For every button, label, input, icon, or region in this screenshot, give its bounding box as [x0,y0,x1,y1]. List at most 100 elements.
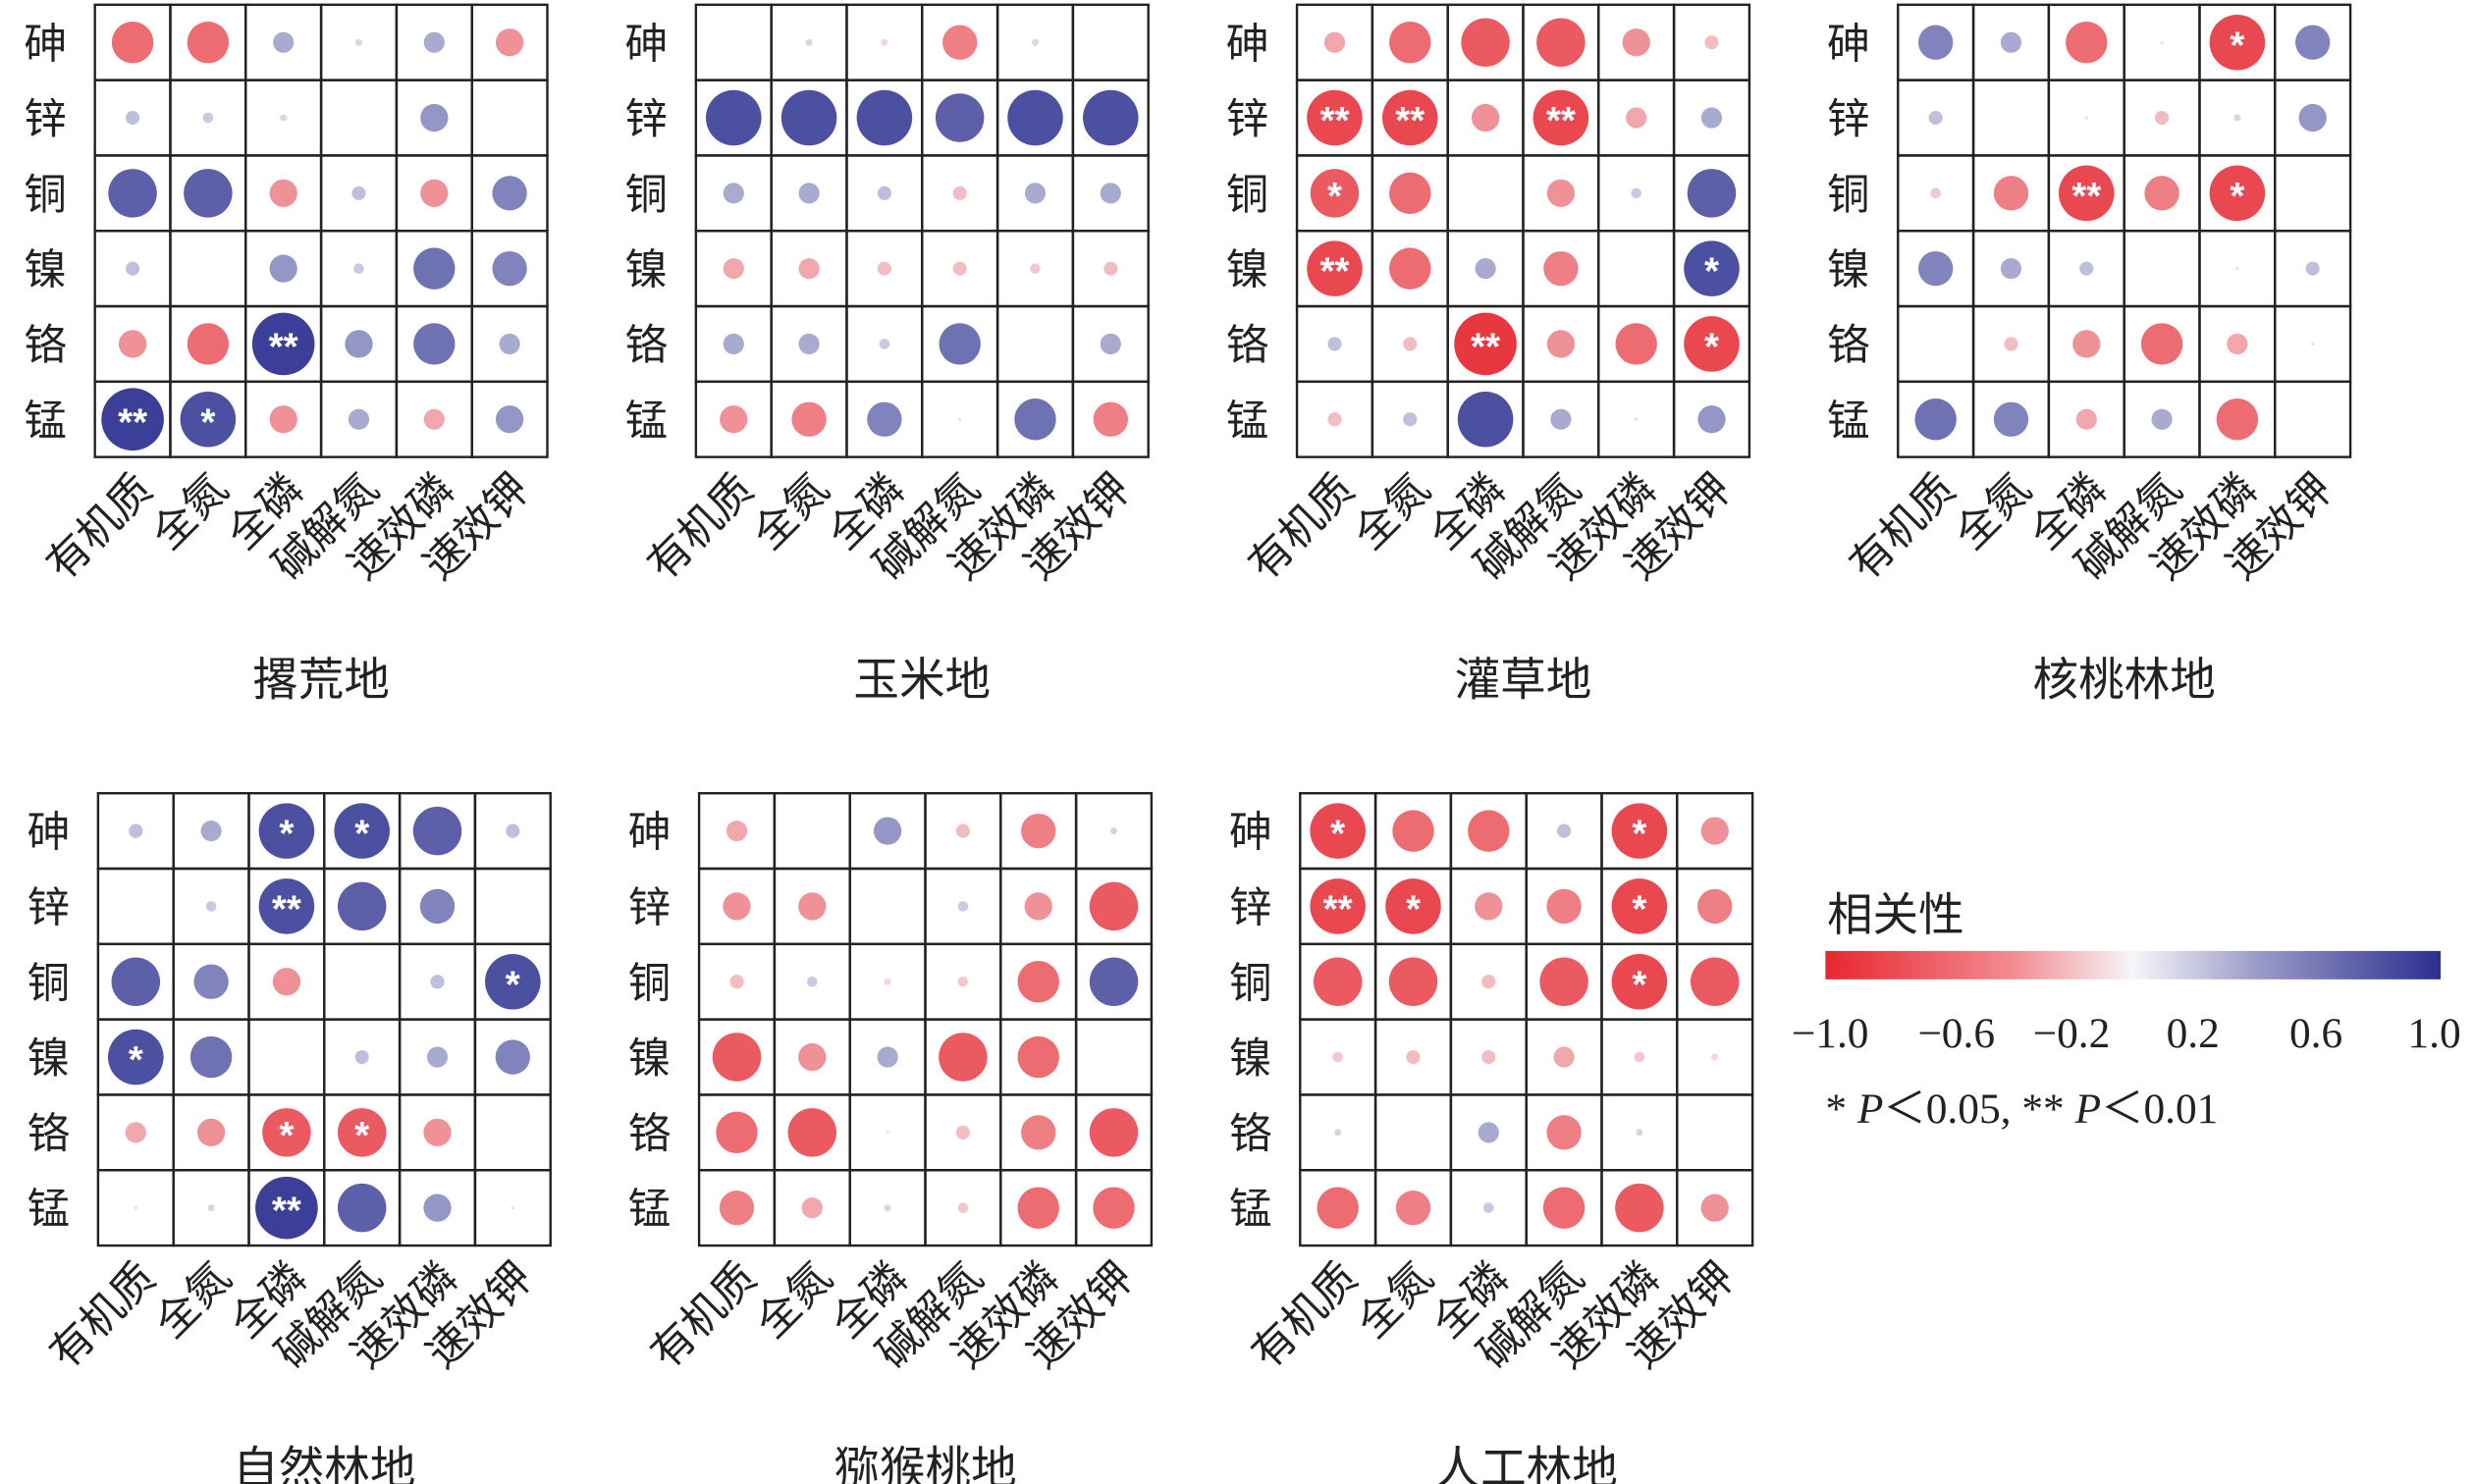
correlation-circle [1395,1190,1431,1226]
correlation-circle [2072,330,2101,358]
correlation-circle [877,1046,898,1068]
correlation-circle [1406,1049,1421,1065]
significance-mark: ** [1546,100,1576,142]
cell [473,1093,552,1172]
colorbar-tick: 0.6 [2289,1010,2342,1057]
column-label: 全氮 [1345,464,1440,559]
correlation-circle [1481,975,1496,989]
correlation-circle [348,408,370,430]
correlation-circle [1611,953,1668,1010]
correlation-circle [1109,827,1118,835]
correlation-circle [729,975,744,989]
correlation-circle [877,261,891,276]
correlation-circle [1475,892,1503,921]
row-label: 铜 [27,959,70,1008]
colorbar-tick: −0.2 [2033,1010,2111,1057]
correlation-circle [798,892,827,921]
correlation-circle [952,261,967,276]
correlation-circle [1626,107,1647,129]
correlation-circle [952,186,967,200]
correlation-circle [791,401,827,437]
correlation-circle [430,975,445,989]
correlation-circle [511,1205,515,1210]
row-label: 砷 [24,20,66,69]
legend: 相关性 −1.0 −0.6 −0.2 0.2 0.6 1.0 * P＜0.05, ** P… [1792,888,2461,1133]
correlation-circle [251,312,315,376]
correlation-circle [273,31,295,53]
correlation-circle [187,323,230,365]
correlation-circle [720,405,748,434]
row-label: 铜 [1226,171,1268,220]
correlation-circle [1083,89,1139,146]
correlation-circle [1478,1122,1499,1143]
correlation-circle [1307,89,1363,146]
significance-mark: * [1704,327,1719,369]
correlation-circle [780,89,837,146]
correlation-circle [1482,1202,1494,1213]
correlation-circle [856,89,913,146]
row-label: 铜 [625,171,668,220]
correlation-circle [495,405,524,434]
correlation-circle [1017,961,1059,1003]
correlation-circle [202,112,214,124]
significance-mark: * [1632,888,1646,930]
correlation-circle [1928,110,1943,126]
correlation-circle [1622,28,1650,57]
correlation-circle [1089,881,1139,931]
correlation-circle [798,258,820,280]
correlation-circle [1389,22,1431,64]
correlation-circle [1093,401,1128,437]
cell [1672,380,1751,458]
correlation-circle [1615,323,1657,365]
correlation-circle [798,333,820,355]
correlation-circle [723,333,744,355]
correlation-circle [262,1108,311,1157]
correlation-circle [413,247,456,290]
correlation-circle [2209,14,2266,71]
correlation-circle [877,186,891,200]
row-label: 砷 [625,20,668,69]
correlation-circle [1700,1193,1729,1222]
correlation-circle [1100,183,1121,204]
significance-mark: * [1406,888,1421,930]
correlation-circle [134,1205,138,1210]
row-label: 锰 [1229,1186,1271,1235]
row-label: 镍 [628,1034,671,1084]
correlation-circle [2144,176,2179,211]
correlation-circle [345,330,373,358]
cell [1074,1018,1154,1096]
correlation-circle [196,1118,226,1146]
correlation-circle [957,417,962,422]
significance-mark: * [2230,176,2244,218]
correlation-circle [1089,957,1139,1006]
correlation-circle [1543,250,1579,287]
correlation-circle [939,1033,988,1082]
column-label: 全氮 [1946,464,2041,559]
correlation-circle [1007,89,1063,146]
significance-mark: * [1632,814,1646,856]
correlation-circle [420,103,449,132]
row-label: 砷 [628,809,671,858]
colorbar-tick: 1.0 [2407,1010,2460,1057]
correlation-circle [2310,342,2315,346]
row-label: 铬 [625,322,668,371]
correlation-circle [1389,247,1431,290]
correlation-circle [1454,312,1517,376]
correlation-circle [1557,823,1572,838]
significance-mark: ** [1319,251,1349,293]
correlation-circle [1317,1187,1359,1229]
correlation-circle [1550,408,1572,430]
correlation-circle [881,38,888,46]
cell [1446,154,1525,233]
correlation-circle [353,263,364,274]
panel-title: 玉米地 [853,654,991,707]
cell [1676,1093,1754,1172]
correlation-circle [101,388,164,451]
correlation-circle [1930,187,1941,199]
row-label: 锌 [628,883,671,932]
correlation-circle [1481,1049,1496,1065]
correlation-circle [189,1035,233,1079]
